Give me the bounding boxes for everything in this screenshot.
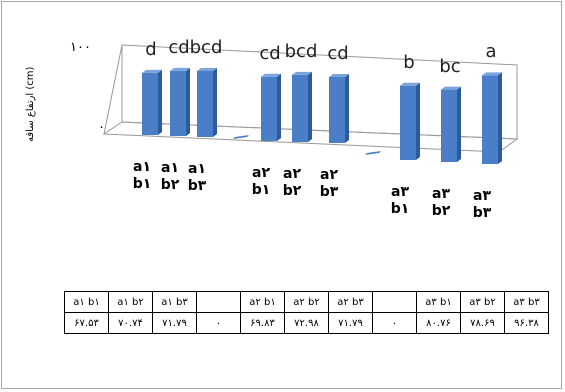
table-value-cell: ۷۱.۷۹ (152, 312, 197, 334)
sig-letter-6: cd (327, 42, 349, 64)
bar-2 (197, 67, 217, 137)
sig-letter-4: cd (259, 42, 281, 64)
table-header-cell: a۱ b۲ (108, 291, 153, 313)
table-header-cell: a۲ b۱ (240, 291, 285, 313)
table-value-cell: ۷۸.۶۹ (460, 312, 505, 334)
table-header-cell (372, 291, 417, 313)
sig-letter-9: bc (439, 55, 461, 77)
y-tick-top: ۱۰۰ (70, 40, 91, 55)
bar-5 (292, 71, 312, 142)
table-header-cell: a۳ b۳ (504, 291, 549, 313)
table-header-cell (196, 291, 241, 313)
bar-7 (365, 151, 381, 155)
bar-8 (400, 82, 420, 160)
y-tick-bottom: ۰ (98, 120, 105, 135)
table-header-row: a۱ b۱ a۱ b۲ a۱ b۳ a۲ b۱ a۲ b۲ a۲ b۳ a۳ b۱ a۳ b۲… (64, 291, 549, 313)
x-tick-label-8: a۳ b۱ (390, 184, 410, 217)
bar-3 (233, 135, 249, 139)
plot-left-edge (103, 44, 123, 135)
table-value-cell: ۷۰.۷۴ (108, 312, 153, 334)
table-value-cell: ۷۲.۹۸ (284, 312, 329, 334)
sig-letter-1: cd (168, 36, 190, 58)
table-header-cell: a۲ b۳ (328, 291, 373, 313)
sig-letter-8: b (403, 51, 415, 73)
plot-floor (102, 121, 519, 153)
bar-9 (441, 86, 461, 162)
data-table: a۱ b۱ a۱ b۲ a۱ b۳ a۲ b۱ a۲ b۲ a۲ b۳ a۳ b۱ a۳ b۲… (64, 291, 549, 334)
table-header-cell: a۲ b۲ (284, 291, 329, 313)
bar-6 (329, 73, 349, 143)
table-value-cell: ۷۱.۷۹ (328, 312, 373, 334)
table-value-cell: ۸۰.۷۶ (416, 312, 461, 334)
sig-letter-2: bcd (189, 36, 223, 58)
sig-letter-5: bcd (284, 40, 318, 62)
x-tick-label-4: a۲ b۱ (251, 165, 271, 198)
x-tick-label-10: a۳ b۳ (472, 188, 492, 221)
table-header-cell: a۱ b۱ (64, 291, 109, 313)
x-tick-label-6: a۲ b۳ (319, 167, 339, 200)
table-value-cell: ۹۶.۳۸ (504, 312, 549, 334)
table-value-cell: ۶۷.۵۳ (64, 312, 109, 334)
bar-1 (170, 67, 190, 136)
sig-letter-10: a (485, 41, 497, 63)
table-header-cell: a۳ b۱ (416, 291, 461, 313)
bar-10 (482, 72, 502, 164)
x-tick-label-9: a۳ b۲ (431, 186, 451, 219)
bar-4 (261, 73, 281, 141)
x-tick-label-1: a۱ b۲ (160, 160, 180, 193)
table-value-cell: ۰ (372, 312, 417, 334)
table-values-row: ۶۷.۵۳ ۷۰.۷۴ ۷۱.۷۹ ۰ ۶۹.۸۳ ۷۲.۹۸ ۷۱.۷۹ ۰ ۸۰.۷۶ ۷۸.… (64, 312, 549, 334)
sig-letter-0: d (145, 38, 157, 60)
table-header-cell: a۳ b۲ (460, 291, 505, 313)
x-tick-label-0: a۱ b۱ (132, 159, 152, 192)
x-tick-label-5: a۲ b۲ (282, 166, 302, 199)
x-tick-label-2: a۱ b۳ (187, 161, 207, 194)
table-value-cell: ۶۹.۸۳ (240, 312, 285, 334)
table-value-cell: ۰ (196, 312, 241, 334)
bar-0 (142, 69, 162, 135)
table-header-cell: a۱ b۳ (152, 291, 197, 313)
